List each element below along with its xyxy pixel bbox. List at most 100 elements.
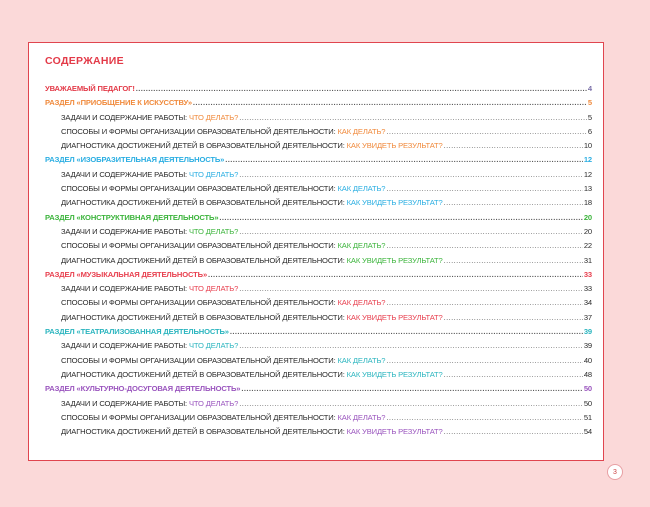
subsection-entry[interactable]: СПОСОБЫ И ФОРМЫ ОРГАНИЗАЦИИ ОБРАЗОВАТЕЛЬ… [45,298,592,312]
entry-page: 40 [583,355,592,365]
subsection-label: ЗАДАЧИ И СОДЕРЖАНИЕ РАБОТЫ: [61,112,189,122]
entry-title: СПОСОБЫ И ФОРМЫ ОРГАНИЗАЦИИ ОБРАЗОВАТЕЛЬ… [61,298,386,308]
subsection-entry[interactable]: СПОСОБЫ И ФОРМЫ ОРГАНИЗАЦИИ ОБРАЗОВАТЕЛЬ… [45,241,592,255]
dot-leader [386,356,582,365]
section-entry[interactable]: РАЗДЕЛ «ИЗОБРАЗИТЕЛЬНАЯ ДЕЯТЕЛЬНОСТЬ» 12 [45,155,592,169]
page-title: СОДЕРЖАНИЕ [45,55,124,67]
subsection-entry[interactable]: СПОСОБЫ И ФОРМЫ ОРГАНИЗАЦИИ ОБРАЗОВАТЕЛЬ… [45,127,592,141]
subsection-entry[interactable]: ЗАДАЧИ И СОДЕРЖАНИЕ РАБОТЫ: ЧТО ДЕЛАТЬ? 2… [45,227,592,241]
subsection-entry[interactable]: ЗАДАЧИ И СОДЕРЖАНИЕ РАБОТЫ: ЧТО ДЕЛАТЬ? 1… [45,170,592,184]
subsection-accent: ЧТО ДЕЛАТЬ? [188,226,239,236]
subsection-entry[interactable]: ЗАДАЧИ И СОДЕРЖАНИЕ РАБОТЫ: ЧТО ДЕЛАТЬ? 5… [45,399,592,413]
subsection-entry[interactable]: СПОСОБЫ И ФОРМЫ ОРГАНИЗАЦИИ ОБРАЗОВАТЕЛЬ… [45,184,592,198]
subsection-label: ДИАГНОСТИКА ДОСТИЖЕНИЙ ДЕТЕЙ В ОБРАЗОВАТ… [61,255,347,265]
subsection-accent: КАК УВИДЕТЬ РЕЗУЛЬТАТ? [346,255,443,265]
subsection-label: СПОСОБЫ И ФОРМЫ ОРГАНИЗАЦИИ ОБРАЗОВАТЕЛЬ… [61,412,338,422]
entry-title: РАЗДЕЛ «ПРИОБЩЕНИЕ К ИСКУССТВУ» [45,98,192,107]
entry-page: 48 [583,369,592,379]
section-entry[interactable]: РАЗДЕЛ «МУЗЫКАЛЬНАЯ ДЕЯТЕЛЬНОСТЬ» 33 [45,270,592,284]
subsection-label: ДИАГНОСТИКА ДОСТИЖЕНИЙ ДЕТЕЙ В ОБРАЗОВАТ… [61,141,347,151]
entry-page: 12 [583,169,592,179]
entry-title: СПОСОБЫ И ФОРМЫ ОРГАНИЗАЦИИ ОБРАЗОВАТЕЛЬ… [61,184,386,193]
entry-title: СПОСОБЫ И ФОРМЫ ОРГАНИЗАЦИИ ОБРАЗОВАТЕЛЬ… [61,355,386,365]
section-label: РАЗДЕЛ «ПРИОБЩЕНИЕ К ИСКУССТВУ» [45,98,192,108]
subsection-entry[interactable]: ДИАГНОСТИКА ДОСТИЖЕНИЙ ДЕТЕЙ В ОБРАЗОВАТ… [45,256,592,270]
subsection-accent: КАК ДЕЛАТЬ? [337,298,386,308]
entry-title: ЗАДАЧИ И СОДЕРЖАНИЕ РАБОТЫ: ЧТО ДЕЛАТЬ? [61,113,238,122]
section-entry[interactable]: РАЗДЕЛ «ПРИОБЩЕНИЕ К ИСКУССТВУ» 5 [45,98,592,112]
entry-title: РАЗДЕЛ «КУЛЬТУРНО-ДОСУГОВАЯ ДЕЯТЕЛЬНОСТЬ… [45,384,241,394]
subsection-accent: КАК ДЕЛАТЬ? [337,355,386,365]
entry-title: ЗАДАЧИ И СОДЕРЖАНИЕ РАБОТЫ: ЧТО ДЕЛАТЬ? [61,284,238,293]
subsection-entry[interactable]: ЗАДАЧИ И СОДЕРЖАНИЕ РАБОТЫ: ЧТО ДЕЛАТЬ? 5 [45,113,592,127]
subsection-accent: ЧТО ДЕЛАТЬ? [188,169,239,179]
table-of-contents: УВАЖАЕМЫЙ ПЕДАГОГ! 4 РАЗДЕЛ «ПРИОБЩЕНИЕ К … [45,84,592,441]
entry-page: 34 [583,298,592,308]
dot-leader [239,170,583,179]
subsection-accent: КАК УВИДЕТЬ РЕЗУЛЬТАТ? [346,198,443,208]
entry-title: ДИАГНОСТИКА ДОСТИЖЕНИЙ ДЕТЕЙ В ОБРАЗОВАТ… [61,427,443,436]
section-entry[interactable]: РАЗДЕЛ «ТЕАТРАЛИЗОВАННАЯ ДЕЯТЕЛЬНОСТЬ» 39 [45,327,592,341]
entry-page: 20 [583,212,592,222]
entry-page: 39 [583,341,592,351]
entry-page: 54 [583,427,592,437]
entry-title: РАЗДЕЛ «ТЕАТРАЛИЗОВАННАЯ ДЕЯТЕЛЬНОСТЬ» [45,327,229,336]
section-label: РАЗДЕЛ «КУЛЬТУРНО-ДОСУГОВАЯ ДЕЯТЕЛЬНОСТЬ… [45,384,241,394]
dot-leader [239,284,583,293]
dot-leader [444,370,583,379]
dot-leader [444,427,583,436]
entry-title: ДИАГНОСТИКА ДОСТИЖЕНИЙ ДЕТЕЙ В ОБРАЗОВАТ… [61,256,443,265]
entry-page: 51 [583,412,592,422]
subsection-entry[interactable]: ДИАГНОСТИКА ДОСТИЖЕНИЙ ДЕТЕЙ В ОБРАЗОВАТ… [45,427,592,441]
subsection-entry[interactable]: ДИАГНОСТИКА ДОСТИЖЕНИЙ ДЕТЕЙ В ОБРАЗОВАТ… [45,313,592,327]
entry-title: ЗАДАЧИ И СОДЕРЖАНИЕ РАБОТЫ: ЧТО ДЕЛАТЬ? [61,341,238,350]
entry-page: 5 [587,98,592,108]
subsection-entry[interactable]: ЗАДАЧИ И СОДЕРЖАНИЕ РАБОТЫ: ЧТО ДЕЛАТЬ? 3… [45,284,592,298]
dot-leader [239,341,583,350]
entry-title: РАЗДЕЛ «МУЗЫКАЛЬНАЯ ДЕЯТЕЛЬНОСТЬ» [45,270,207,279]
dot-leader [386,241,582,250]
subsection-accent: ЧТО ДЕЛАТЬ? [188,341,239,351]
subsection-label: ЗАДАЧИ И СОДЕРЖАНИЕ РАБОТЫ: [61,398,189,408]
entry-page: 5 [587,112,592,122]
entry-page: 33 [583,284,592,294]
entry-title: СПОСОБЫ И ФОРМЫ ОРГАНИЗАЦИИ ОБРАЗОВАТЕЛЬ… [61,412,386,422]
entry-page: 37 [583,312,592,322]
subsection-entry[interactable]: СПОСОБЫ И ФОРМЫ ОРГАНИЗАЦИИ ОБРАЗОВАТЕЛЬ… [45,356,592,370]
subsection-label: ДИАГНОСТИКА ДОСТИЖЕНИЙ ДЕТЕЙ В ОБРАЗОВАТ… [61,312,347,322]
intro-entry[interactable]: УВАЖАЕМЫЙ ПЕДАГОГ! 4 [45,84,592,98]
entry-page: 20 [583,226,592,236]
subsection-label: ЗАДАЧИ И СОДЕРЖАНИЕ РАБОТЫ: [61,284,189,294]
subsection-entry[interactable]: ДИАГНОСТИКА ДОСТИЖЕНИЙ ДЕТЕЙ В ОБРАЗОВАТ… [45,370,592,384]
dot-leader [444,198,583,207]
page-number: 3 [607,464,623,480]
dot-leader [241,384,582,393]
dot-leader [386,298,582,307]
dot-leader [386,127,587,136]
subsection-label: ДИАГНОСТИКА ДОСТИЖЕНИЙ ДЕТЕЙ В ОБРАЗОВАТ… [61,369,347,379]
entry-title: ДИАГНОСТИКА ДОСТИЖЕНИЙ ДЕТЕЙ В ОБРАЗОВАТ… [61,313,443,322]
entry-title: УВАЖАЕМЫЙ ПЕДАГОГ! [45,84,135,93]
subsection-entry[interactable]: ДИАГНОСТИКА ДОСТИЖЕНИЙ ДЕТЕЙ В ОБРАЗОВАТ… [45,198,592,212]
entry-title: РАЗДЕЛ «ИЗОБРАЗИТЕЛЬНАЯ ДЕЯТЕЛЬНОСТЬ» [45,155,224,164]
subsection-entry[interactable]: ДИАГНОСТИКА ДОСТИЖЕНИЙ ДЕТЕЙ В ОБРАЗОВАТ… [45,141,592,155]
subsection-entry[interactable]: СПОСОБЫ И ФОРМЫ ОРГАНИЗАЦИИ ОБРАЗОВАТЕЛЬ… [45,413,592,427]
section-entry[interactable]: РАЗДЕЛ «КУЛЬТУРНО-ДОСУГОВАЯ ДЕЯТЕЛЬНОСТЬ… [45,384,592,398]
entry-page: 12 [583,155,592,165]
subsection-entry[interactable]: ЗАДАЧИ И СОДЕРЖАНИЕ РАБОТЫ: ЧТО ДЕЛАТЬ? 3… [45,341,592,355]
entry-page: 4 [587,84,592,93]
subsection-accent: ЧТО ДЕЛАТЬ? [188,284,239,294]
subsection-accent: КАК УВИДЕТЬ РЕЗУЛЬТАТ? [346,369,443,379]
subsection-label: ДИАГНОСТИКА ДОСТИЖЕНИЙ ДЕТЕЙ В ОБРАЗОВАТ… [61,198,347,208]
section-entry[interactable]: РАЗДЕЛ «КОНСТРУКТИВНАЯ ДЕЯТЕЛЬНОСТЬ» 20 [45,213,592,227]
dot-leader [239,227,583,236]
subsection-label: СПОСОБЫ И ФОРМЫ ОРГАНИЗАЦИИ ОБРАЗОВАТЕЛЬ… [61,241,338,251]
section-label: РАЗДЕЛ «КОНСТРУКТИВНАЯ ДЕЯТЕЛЬНОСТЬ» [45,212,219,222]
dot-leader [225,155,583,164]
dot-leader [230,327,583,336]
entry-page: 31 [583,255,592,265]
section-label: РАЗДЕЛ «ИЗОБРАЗИТЕЛЬНАЯ ДЕЯТЕЛЬНОСТЬ» [45,155,225,165]
entry-title: ДИАГНОСТИКА ДОСТИЖЕНИЙ ДЕТЕЙ В ОБРАЗОВАТ… [61,141,443,150]
entry-page: 10 [583,141,592,151]
toc-page: СОДЕРЖАНИЕ УВАЖАЕМЫЙ ПЕДАГОГ! 4 РАЗДЕЛ «ПР… [28,42,604,461]
